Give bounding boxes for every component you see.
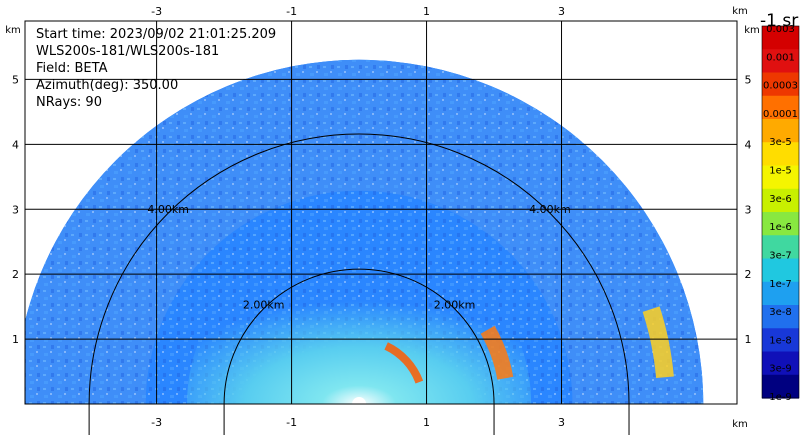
- colorbar-segment: [762, 328, 799, 353]
- colorbar-segment: [762, 188, 799, 213]
- range-ring: [88, 133, 630, 405]
- range-ring-label: 2.00km: [434, 299, 476, 312]
- x-tick-label-bottom: -3: [151, 416, 162, 429]
- colorbar-label: 1e-9: [769, 392, 792, 403]
- azimuth-label: Azimuth(deg): 350.00: [36, 78, 178, 93]
- colorbar-segment: [762, 72, 799, 97]
- colorbar-segment: [762, 235, 799, 260]
- plot-frame: [24, 20, 738, 405]
- colorbar-label: 0.0001: [763, 109, 798, 120]
- near-field: [186, 231, 532, 404]
- backscatter-field: [25, 60, 704, 404]
- y-tick-label-left: 1: [12, 333, 19, 346]
- y-tick-label-left: 5: [12, 73, 19, 86]
- x-tick-label-top: 3: [558, 5, 565, 18]
- colorbar-label: 1e-8: [769, 335, 792, 346]
- grid: [25, 21, 737, 404]
- x-tick-label-bottom: 3: [558, 416, 565, 429]
- y-tick-label-right: 5: [745, 73, 752, 86]
- colorbar-segment: [762, 95, 799, 120]
- colorbar-segment: [762, 119, 799, 143]
- feature-3: [642, 306, 674, 379]
- y-tick-label-right: 2: [745, 268, 752, 281]
- colorbar-frame: [761, 25, 800, 399]
- y-tick-label-right: 3: [745, 203, 752, 216]
- range-ring-tail: [88, 404, 630, 435]
- range-ring-label: 4.00km: [529, 203, 571, 216]
- range-ring-label: 2.00km: [243, 299, 285, 312]
- colorbar-segment: [762, 165, 799, 190]
- colorbar-label: 1e-5: [769, 166, 792, 177]
- colorbar-label: 0.003: [766, 24, 795, 35]
- range-rings: 2.00km 2.00km 4.00km 4.00km: [88, 133, 630, 435]
- x-tick-label-top: -3: [151, 5, 162, 18]
- colorbar-segment: [762, 49, 799, 74]
- colorbar-label: 1e-7: [769, 279, 792, 290]
- x-tick-label-bottom: -1: [286, 416, 297, 429]
- y-tick-label-left: 3: [12, 203, 19, 216]
- instrument-blind-zone: [352, 397, 367, 404]
- range-ring: [223, 268, 495, 405]
- colorbar-label: 3e-8: [769, 307, 792, 318]
- colorbar-segment: [762, 26, 799, 50]
- colorbar-segment: [762, 351, 799, 376]
- x-tick-label-bottom: 1: [423, 416, 430, 429]
- x-unit-label-bottom: km: [732, 419, 748, 430]
- x-unit-label-top: km: [732, 6, 748, 17]
- colorbar-segment: [762, 258, 799, 283]
- x-tick-label-top: -1: [286, 5, 297, 18]
- colorbar-title: -1 sr: [760, 11, 798, 31]
- axis-ticks: -3 -3 -1 -1 1 1 3 3 1 1 2 2 3 3 4 4 5 5 km km km km: [5, 5, 760, 430]
- colorbar-label: 1e-6: [769, 222, 792, 233]
- field-label: Field: BETA: [36, 61, 108, 76]
- y-unit-label-right: km: [744, 25, 760, 36]
- feature-1: [384, 342, 424, 384]
- colorbar-label: 0.001: [766, 52, 795, 63]
- y-tick-label-left: 4: [12, 138, 19, 151]
- colorbar-segment: [762, 281, 799, 306]
- colorbar-label: 3e-9: [769, 364, 792, 375]
- colorbar-segment: [762, 212, 799, 236]
- start-time-label: Start time: 2023/09/02 21:01:25.209: [36, 27, 276, 42]
- colorbar-label: 3e-7: [769, 250, 792, 261]
- info-panel: Start time: 2023/09/02 21:01:25.209 WLS2…: [36, 27, 276, 110]
- colorbar: 0.003 0.001 0.0003 0.0001 3e-5 1e-5 3e-6 1e-6 3e…: [761, 24, 800, 403]
- instrument-label: WLS200s-181/WLS200s-181: [36, 44, 219, 59]
- x-tick-label-top: 1: [423, 5, 430, 18]
- colorbar-label: 3e-5: [769, 137, 792, 148]
- range-ring-label: 4.00km: [147, 203, 189, 216]
- colorbar-label: 0.0003: [763, 81, 798, 92]
- range-ring-tail: [223, 404, 495, 435]
- colorbar-label: 3e-6: [769, 194, 792, 205]
- colorbar-segment: [762, 374, 799, 399]
- y-tick-label-left: 2: [12, 268, 19, 281]
- colorbar-segment: [762, 142, 799, 167]
- y-tick-label-right: 1: [745, 333, 752, 346]
- colorbar-segment: [762, 305, 799, 329]
- nrays-label: NRays: 90: [36, 95, 102, 110]
- y-unit-label-left: km: [5, 25, 21, 36]
- y-tick-label-right: 4: [745, 138, 752, 151]
